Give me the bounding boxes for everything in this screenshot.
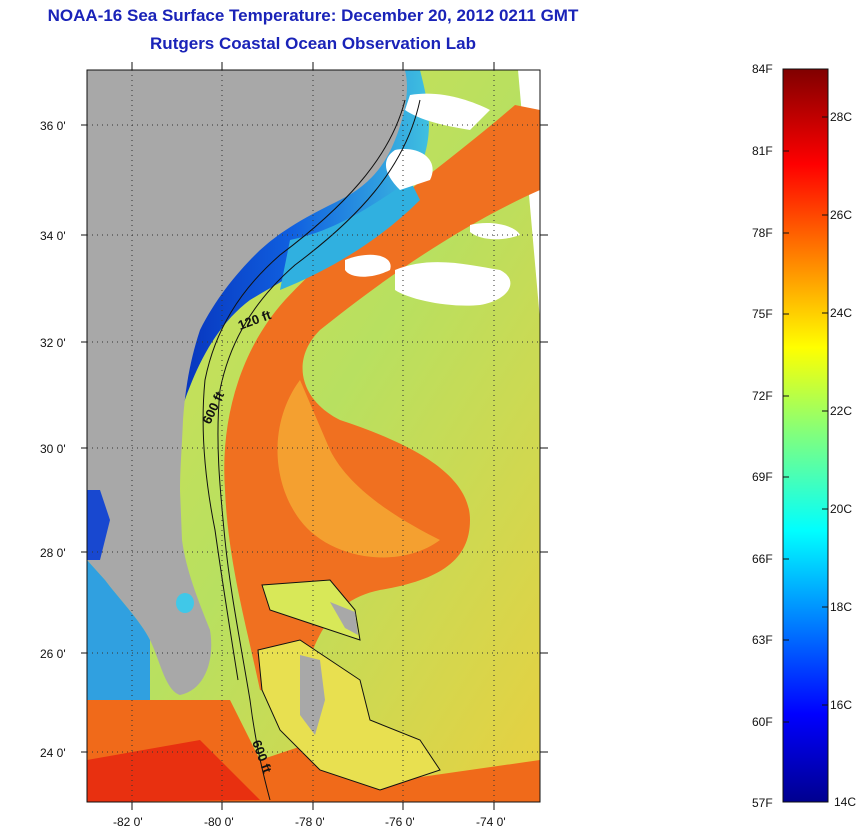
gulf-stream bbox=[224, 105, 540, 700]
lon-label: -74 0' bbox=[476, 815, 506, 829]
c-label: 22C bbox=[830, 404, 852, 418]
cloud-patch bbox=[405, 93, 490, 130]
c-label: 20C bbox=[830, 502, 852, 516]
colorbar-c-scale: 28C 26C 24C 22C 20C 18C 16C 14C bbox=[822, 110, 856, 809]
colorbar-f-scale: 84F 81F 78F 75F 72F 69F 66F 63F 60F 57F bbox=[752, 62, 789, 810]
gulf-stream-eddy bbox=[277, 380, 440, 558]
shelf-front bbox=[280, 180, 420, 290]
lat-axis: 36 0' 34 0' 32 0' 30 0' 28 0' 26 0' 24 0… bbox=[40, 119, 548, 760]
graticule bbox=[87, 70, 540, 802]
f-label: 72F bbox=[752, 389, 773, 403]
colorbar-gradient bbox=[782, 68, 829, 803]
f-label: 84F bbox=[752, 62, 773, 76]
f-label: 63F bbox=[752, 633, 773, 647]
contour-120ft bbox=[202, 99, 406, 681]
lat-label: 30 0' bbox=[40, 442, 66, 456]
cloud-patch bbox=[395, 262, 511, 306]
west-florida-shelf bbox=[87, 560, 150, 700]
c-label: 26C bbox=[830, 208, 852, 222]
cloud-patch bbox=[385, 149, 433, 190]
f-label: 66F bbox=[752, 552, 773, 566]
lat-label: 26 0' bbox=[40, 647, 66, 661]
c-label: 28C bbox=[830, 110, 852, 124]
f-label: 57F bbox=[752, 796, 773, 810]
big-bend-water bbox=[87, 490, 110, 560]
lon-label: -78 0' bbox=[295, 815, 325, 829]
little-bahama-bank bbox=[261, 579, 361, 641]
map-subtitle: Rutgers Coastal Ocean Observation Lab bbox=[150, 34, 476, 53]
lat-label: 36 0' bbox=[40, 119, 66, 133]
c-label: 14C bbox=[834, 795, 856, 809]
lake-okeechobee bbox=[176, 593, 194, 613]
lon-label: -76 0' bbox=[385, 815, 415, 829]
c-label: 24C bbox=[830, 306, 852, 320]
f-label: 81F bbox=[752, 144, 773, 158]
grand-bahama bbox=[330, 602, 358, 635]
c-label: 18C bbox=[830, 600, 852, 614]
lon-axis: -82 0' -80 0' -78 0' -76 0' -74 0' bbox=[113, 62, 506, 829]
lon-label: -82 0' bbox=[113, 815, 143, 829]
f-label: 75F bbox=[752, 307, 773, 321]
southern-hot-water bbox=[87, 740, 260, 802]
contour-600ft bbox=[217, 99, 421, 801]
cloud-patch bbox=[345, 254, 391, 277]
lat-label: 28 0' bbox=[40, 546, 66, 560]
land-panhandle bbox=[87, 470, 180, 490]
map-title: NOAA-16 Sea Surface Temperature: Decembe… bbox=[47, 6, 579, 25]
lat-label: 32 0' bbox=[40, 336, 66, 350]
f-label: 60F bbox=[752, 715, 773, 729]
lat-label: 24 0' bbox=[40, 746, 66, 760]
f-label: 69F bbox=[752, 470, 773, 484]
f-label: 78F bbox=[752, 226, 773, 240]
land-us bbox=[87, 70, 407, 695]
lon-label: -80 0' bbox=[204, 815, 234, 829]
lat-label: 34 0' bbox=[40, 229, 66, 243]
c-label: 16C bbox=[830, 698, 852, 712]
